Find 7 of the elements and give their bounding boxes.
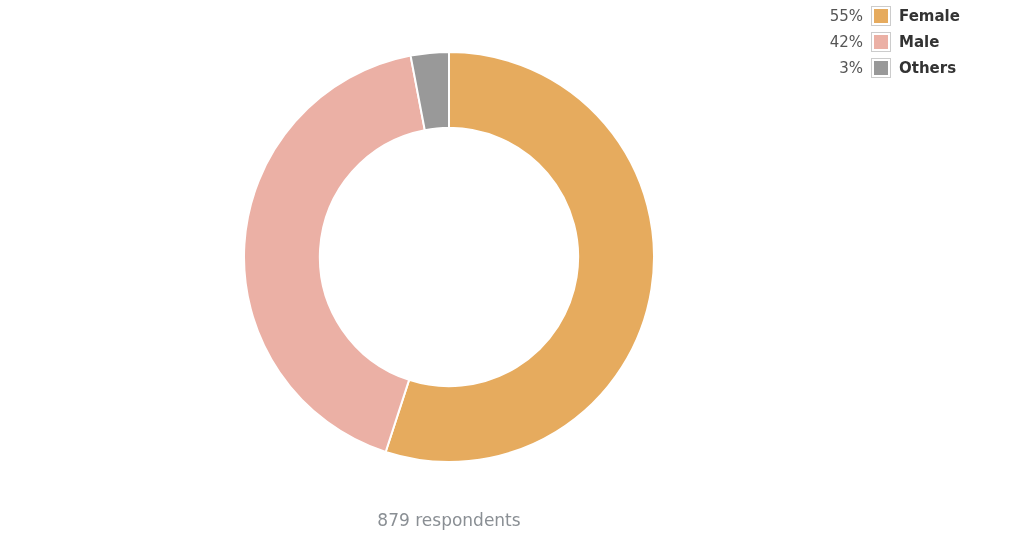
legend-label: Male [899, 32, 940, 53]
data-label: 3% [838, 58, 863, 79]
legend-label: Female [899, 6, 960, 27]
data-label: 55% [828, 6, 863, 27]
data-label: 42% [828, 32, 863, 53]
legend-label: Others [899, 58, 957, 79]
text: 879 respondents [376, 510, 522, 530]
